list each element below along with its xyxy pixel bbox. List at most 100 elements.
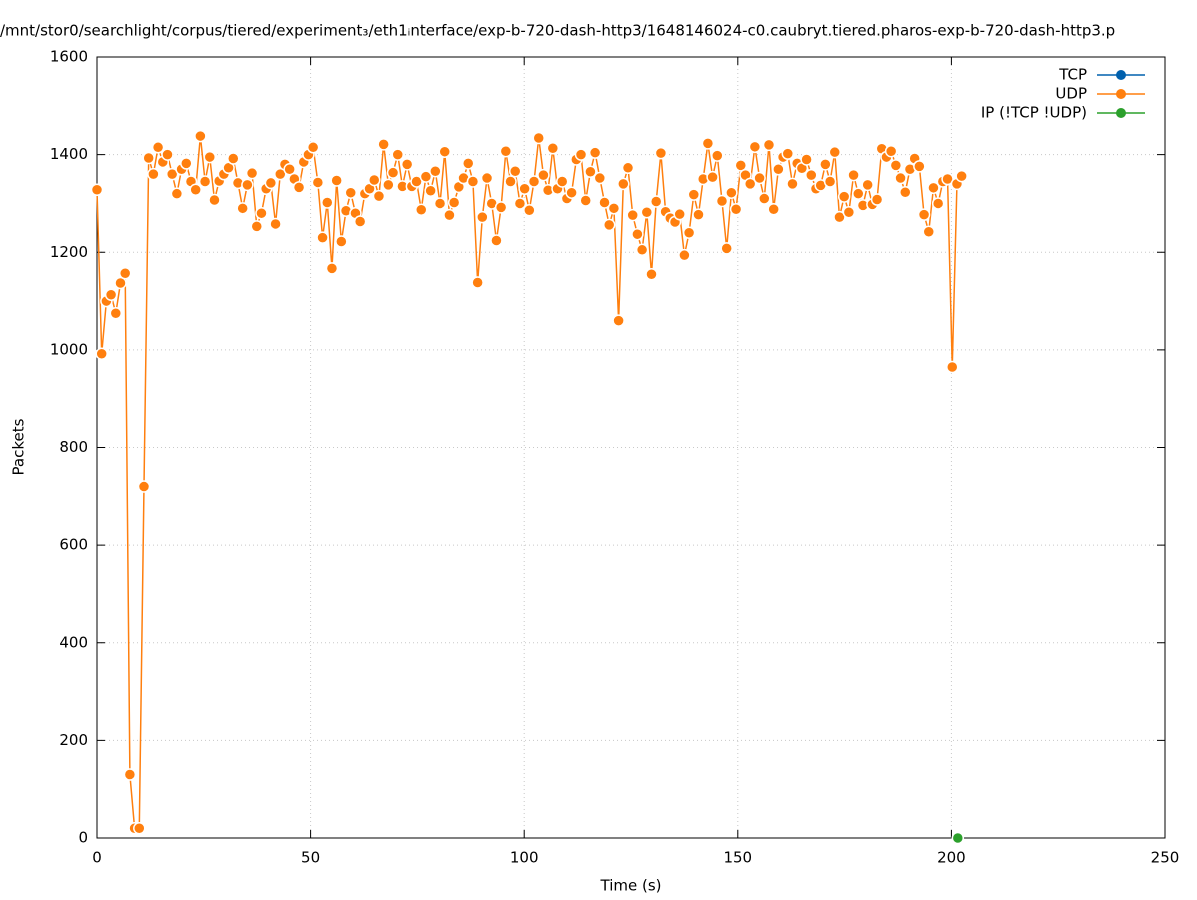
- data-point: [344, 186, 358, 199]
- y-tick-label: 1600: [50, 48, 88, 66]
- data-point: [443, 208, 456, 222]
- data-point: [931, 197, 945, 210]
- data-point: [852, 187, 865, 200]
- data-point: [800, 153, 813, 166]
- data-point: [208, 193, 221, 207]
- data-point: [786, 177, 799, 191]
- data-point: [884, 144, 898, 158]
- plot-frame: [96, 56, 1166, 839]
- data-point: [621, 161, 635, 175]
- data-point: [264, 176, 278, 190]
- data-point: [90, 183, 104, 197]
- data-point: [725, 186, 738, 199]
- data-point: [555, 175, 569, 188]
- x-tick-label: 0: [92, 849, 102, 867]
- data-point: [335, 235, 348, 248]
- data-point: [682, 226, 696, 239]
- data-point: [306, 141, 320, 154]
- data-point: [781, 147, 795, 160]
- data-point: [899, 185, 912, 199]
- data-point: [494, 201, 508, 214]
- data-point: [743, 177, 757, 191]
- data-point: [353, 215, 367, 228]
- data-point: [198, 175, 212, 188]
- y-tick-label: 1000: [50, 340, 88, 358]
- data-point: [424, 184, 437, 197]
- y-tick-label: 1400: [50, 145, 88, 163]
- legend-label: TCP: [1058, 66, 1087, 84]
- data-point: [292, 181, 306, 194]
- data-point: [471, 276, 484, 289]
- data-point: [466, 175, 480, 188]
- data-point: [123, 768, 137, 781]
- data-point: [133, 821, 146, 835]
- data-point: [593, 171, 607, 185]
- data-point: [687, 188, 701, 201]
- data-point: [104, 288, 118, 301]
- data-point: [142, 151, 155, 165]
- data-point: [161, 148, 174, 161]
- y-tick-label: 400: [59, 633, 88, 651]
- y-tick-label: 600: [59, 536, 88, 554]
- legend-label: UDP: [1055, 85, 1087, 103]
- y-axis-label: Packets: [10, 418, 28, 475]
- data-point: [584, 165, 597, 178]
- data-point: [241, 178, 254, 192]
- data-point: [325, 262, 339, 275]
- data-point: [842, 205, 856, 219]
- data-point: [414, 203, 428, 217]
- data-point: [429, 164, 442, 178]
- data-point: [617, 177, 630, 191]
- data-point: [588, 146, 602, 159]
- data-point: [612, 314, 625, 327]
- data-point: [861, 178, 874, 192]
- data-point: [419, 170, 433, 183]
- data-point: [151, 141, 165, 154]
- data-point: [245, 166, 259, 180]
- data-point: [330, 174, 343, 187]
- data-point: [490, 234, 503, 247]
- data-point: [913, 160, 926, 173]
- data-point: [640, 205, 654, 219]
- data-point: [946, 360, 959, 374]
- data-point: [382, 178, 395, 192]
- data-point: [626, 208, 639, 222]
- data-point: [565, 186, 578, 199]
- data-point: [391, 148, 404, 161]
- data-point: [311, 176, 325, 189]
- data-point: [889, 159, 903, 172]
- data-point: [386, 166, 400, 179]
- data-point: [518, 182, 531, 196]
- data-point: [711, 149, 724, 162]
- data-point: [955, 169, 968, 183]
- data-point: [748, 140, 762, 154]
- data-point: [114, 276, 127, 290]
- data-point: [720, 242, 733, 255]
- x-tick-label: 100: [510, 849, 539, 867]
- data-point: [461, 157, 475, 170]
- data-point: [654, 146, 668, 160]
- y-tick-label: 200: [59, 731, 88, 749]
- data-point: [927, 181, 940, 195]
- legend-marker: [1116, 89, 1126, 99]
- data-point: [504, 175, 517, 188]
- data-point: [870, 193, 884, 206]
- data-point: [753, 171, 766, 185]
- data-point: [269, 217, 282, 231]
- data-point: [377, 138, 390, 151]
- data-point: [772, 163, 785, 176]
- data-point: [236, 202, 249, 215]
- y-tick-label: 1200: [50, 243, 88, 261]
- data-point: [692, 208, 705, 221]
- data-point: [203, 150, 217, 164]
- data-point: [508, 164, 522, 178]
- data-point: [433, 197, 447, 210]
- data-point: [532, 131, 545, 145]
- data-point: [227, 152, 240, 165]
- data-point: [480, 171, 494, 185]
- y-tick-label: 800: [59, 438, 88, 456]
- data-point: [95, 347, 108, 361]
- data-point: [255, 206, 268, 220]
- data-point: [321, 196, 334, 209]
- series-line: [96, 135, 963, 829]
